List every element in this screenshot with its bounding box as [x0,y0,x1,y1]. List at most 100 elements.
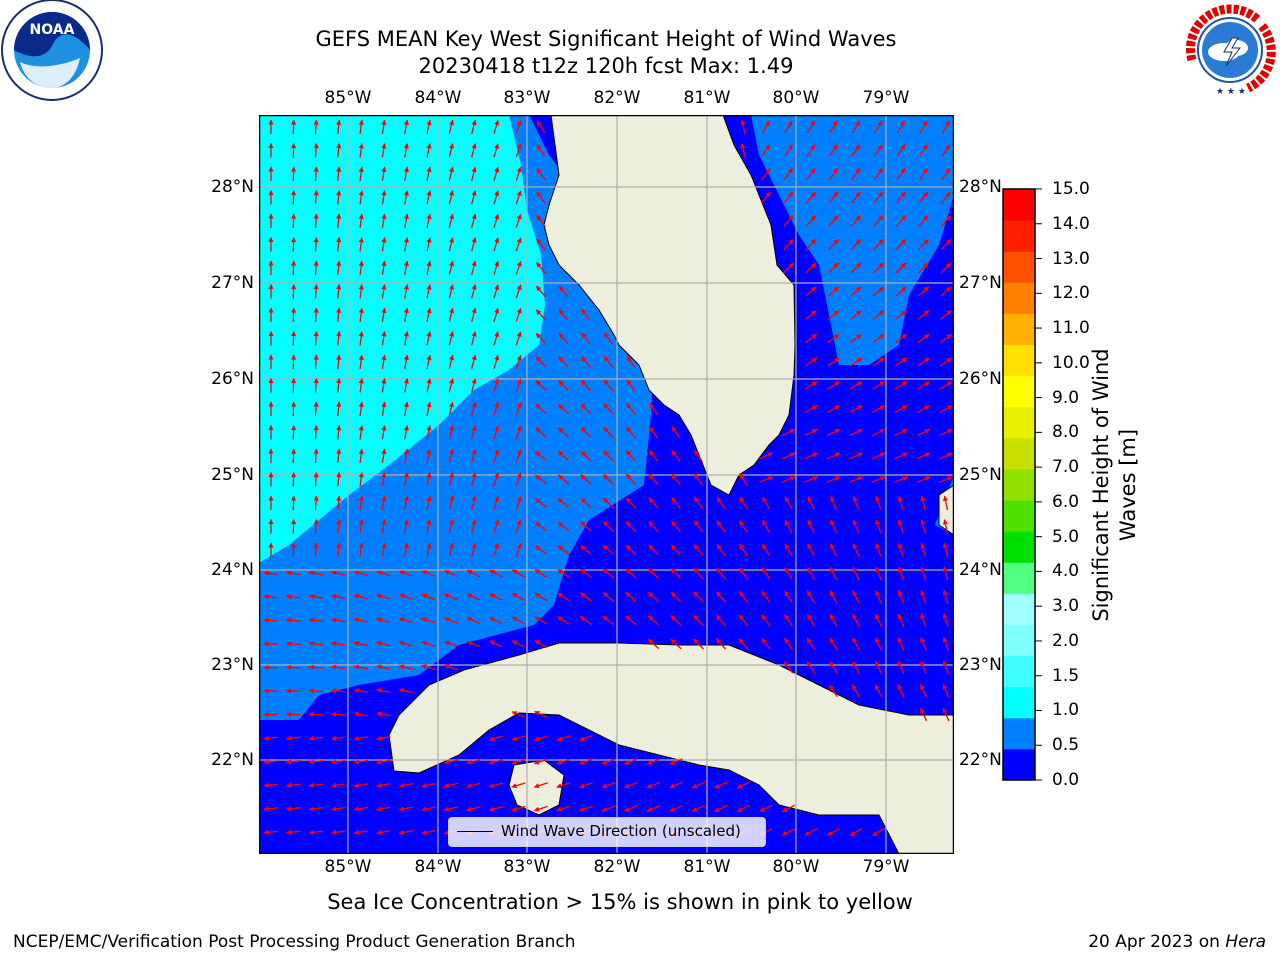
wind-wave-arrow [403,425,409,440]
wind-wave-arrow [403,331,409,346]
wind-wave-arrow [648,450,659,462]
wind-wave-arrow [739,473,748,486]
wind-wave-arrow [827,333,840,344]
wind-wave-arrow [917,310,930,320]
wind-wave-arrow [421,829,436,836]
wind-wave-arrow [313,542,319,558]
wind-wave-arrow [940,238,952,251]
wind-wave-arrow [398,664,413,670]
wind-wave-arrow [331,759,346,765]
wind-wave-arrow [403,190,409,205]
wind-wave-arrow [557,450,570,462]
wind-wave-arrow [807,543,815,557]
wind-wave-arrow [916,452,931,460]
wind-wave-arrow [807,519,815,534]
wind-wave-arrow [313,448,319,464]
wind-wave-arrow [826,827,840,837]
wind-wave-arrow [448,307,455,322]
wind-wave-arrow [488,735,503,742]
wind-wave-arrow [783,661,794,674]
wind-wave-arrow [291,166,297,182]
wind-wave-arrow [331,617,346,623]
wind-wave-arrow [398,640,413,647]
wind-wave-arrow [738,614,749,627]
wind-wave-arrow [471,307,477,322]
wind-wave-arrow [263,641,279,647]
wind-wave-arrow [784,543,793,557]
wind-wave-arrow [759,452,773,460]
wind-wave-arrow [336,495,342,511]
wind-wave-arrow [920,495,926,510]
wind-wave-arrow [917,333,930,344]
wind-wave-arrow [851,167,861,180]
wind-wave-arrow [669,805,683,812]
wind-wave-arrow [466,593,481,601]
wind-wave-arrow [426,378,432,393]
wind-wave-arrow [381,119,387,135]
wind-wave-arrow [942,589,949,604]
wind-wave-arrow [313,377,319,393]
wind-wave-arrow [806,637,816,651]
wind-wave-arrow [783,238,794,251]
wind-wave-arrow [336,518,342,534]
wave-height-map [259,115,954,854]
lon-label: 79°W [862,88,910,108]
wind-wave-arrow [376,640,391,647]
wind-wave-arrow [381,378,387,393]
wind-wave-arrow [403,401,409,417]
wind-wave-arrow [358,260,364,275]
colorbar-band [1003,593,1035,625]
wind-wave-arrow [939,357,953,367]
wind-wave-arrow [739,520,748,533]
wind-wave-arrow [647,638,660,650]
wind-wave-arrow [515,119,522,134]
wind-wave-arrow [557,427,570,438]
wind-wave-arrow [381,519,387,534]
wind-wave-arrow [426,519,432,534]
wind-wave-arrow [740,119,746,135]
wind-wave-arrow [581,332,591,345]
wind-wave-arrow [602,592,615,602]
wind-wave-arrow [557,592,570,602]
wind-wave-arrow [872,357,885,367]
wind-wave-arrow [557,498,570,508]
wind-wave-arrow [515,237,522,252]
wind-wave-arrow [471,143,477,158]
wind-wave-arrow [804,828,818,836]
colorbar-band [1003,282,1035,314]
wind-wave-arrow [336,542,342,558]
wind-wave-arrow [291,354,297,370]
wind-wave-arrow [827,405,841,413]
wind-wave-arrow [852,496,860,510]
wind-wave-arrow [291,283,297,299]
wind-wave-arrow [353,593,368,600]
lat-label: 26°N [959,369,1002,389]
colorbar-tick-label: 13.0 [1052,248,1090,269]
wind-wave-arrow [603,474,614,485]
wind-wave-arrow [942,636,949,651]
wind-wave-arrow [336,330,342,346]
wind-wave-arrow [285,664,301,670]
colorbar-title-line1: Significant Height of Wind [1089,348,1113,622]
wind-wave-arrow [471,519,477,534]
wind-wave-arrow [897,542,904,557]
wind-wave-arrow [448,425,455,440]
wind-wave-arrow [515,425,522,440]
wind-wave-arrow [872,827,885,837]
wind-wave-arrow [426,472,432,487]
wind-wave-arrow [353,759,369,765]
wind-wave-arrow [558,285,569,298]
wind-wave-arrow [336,354,342,370]
wind-wave-arrow [556,805,571,812]
wind-wave-arrow [358,143,364,158]
wind-wave-arrow [895,310,907,320]
wind-wave-arrow [828,215,839,227]
wind-wave-arrow [536,167,546,181]
wind-wave-arrow [761,567,771,580]
wind-wave-arrow [358,354,364,369]
wind-wave-arrow [625,450,637,462]
wind-wave-arrow [942,566,949,581]
wind-wave-arrow [736,804,751,813]
wind-wave-arrow [421,570,436,577]
wind-wave-arrow [493,354,500,369]
